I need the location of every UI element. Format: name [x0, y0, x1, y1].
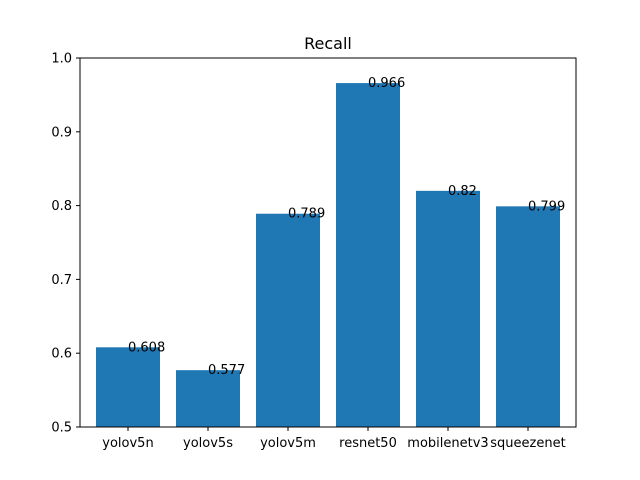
- x-tick-label-mobilenetv3: mobilenetv3: [407, 436, 488, 451]
- y-tick-label-0.7: 0.7: [51, 273, 72, 288]
- bar-yolov5s: [176, 370, 240, 427]
- value-labels-group: 0.608 0.577 0.789 0.966 0.82 0.799: [128, 76, 565, 378]
- y-tick-label-0.6: 0.6: [51, 347, 72, 362]
- bar-yolov5m: [256, 213, 320, 427]
- value-label-yolov5s: 0.577: [208, 363, 245, 378]
- x-tick-label-yolov5s: yolov5s: [183, 436, 233, 451]
- y-tick-label-0.9: 0.9: [51, 125, 72, 140]
- value-label-yolov5n: 0.608: [128, 340, 165, 355]
- plot-frame: [79, 57, 577, 428]
- y-axis: 0.5 0.6 0.7 0.8 0.9 1.0: [51, 52, 80, 436]
- y-tick-label-1.0: 1.0: [51, 52, 72, 67]
- y-tick-label-0.5: 0.5: [51, 421, 72, 436]
- bar-resnet50: [336, 83, 400, 427]
- x-tick-label-yolov5n: yolov5n: [102, 436, 153, 451]
- value-label-resnet50: 0.966: [368, 76, 405, 91]
- x-tick-label-resnet50: resnet50: [339, 436, 397, 451]
- x-tick-label-yolov5m: yolov5m: [260, 436, 316, 451]
- bar-yolov5n: [96, 347, 160, 427]
- x-tick-label-squeezenet: squeezenet: [490, 436, 565, 451]
- x-axis: yolov5n yolov5s yolov5m resnet50 mobilenetv3…: [102, 427, 566, 451]
- value-label-yolov5m: 0.789: [288, 207, 325, 222]
- bar-mobilenetv3: [416, 190, 480, 427]
- y-tick-label-0.8: 0.8: [51, 199, 72, 214]
- value-label-squeezenet: 0.799: [528, 199, 565, 214]
- value-label-mobilenetv3: 0.82: [448, 184, 477, 199]
- bars-group: [96, 83, 560, 427]
- chart-title: Recall: [304, 34, 352, 53]
- bar-squeezenet: [496, 206, 560, 427]
